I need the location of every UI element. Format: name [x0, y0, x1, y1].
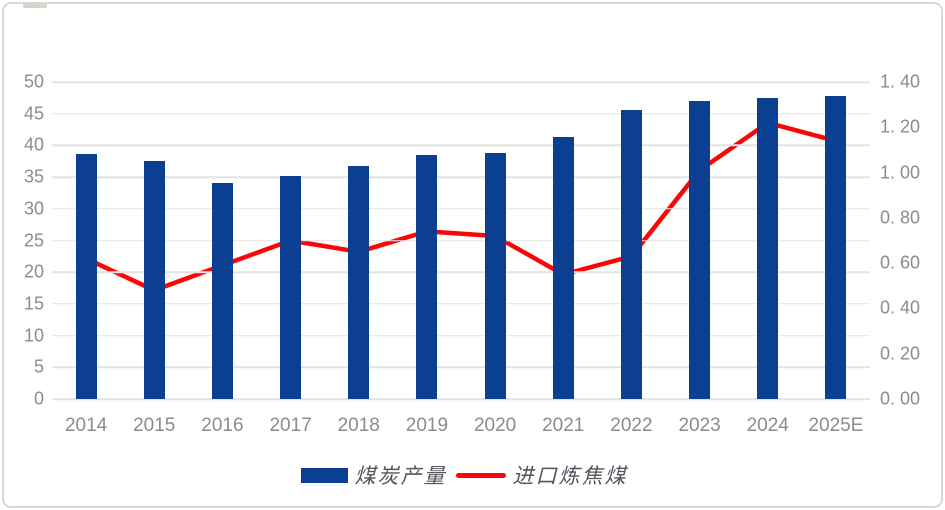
top-border-artifact	[23, 4, 47, 8]
left-axis-tick: 15	[23, 293, 44, 314]
x-axis: 2014 2015 2016 2017 2018 2019 2020 2021 2022 2023…	[52, 415, 870, 439]
right-axis-tick: 0. 00	[880, 388, 921, 409]
bar	[75, 153, 97, 399]
bar	[689, 101, 711, 399]
right-axis-tick: 0. 80	[880, 207, 921, 228]
gridline	[52, 398, 870, 400]
right-axis-tick: 1. 20	[880, 116, 921, 137]
left-axis-tick: 10	[23, 325, 44, 346]
left-axis-tick: 30	[23, 198, 44, 219]
gridline	[52, 366, 870, 369]
right-axis-tick: 0. 20	[880, 343, 921, 364]
gridline	[52, 303, 870, 305]
left-axis-tick: 40	[23, 134, 44, 155]
gridline	[52, 208, 870, 210]
x-axis-label: 2015	[133, 415, 176, 436]
left-axis-tick: 20	[23, 261, 44, 282]
bar	[211, 182, 233, 399]
legend-line-label: 进口炼焦煤	[512, 464, 628, 488]
x-axis-label: 2025E	[808, 415, 864, 436]
left-axis-tick: 0	[33, 388, 44, 409]
x-axis-label: 2016	[201, 415, 244, 436]
x-axis-label: 2020	[473, 415, 517, 436]
right-axis-tick: 1. 00	[880, 162, 921, 183]
x-axis-label: 2017	[269, 415, 312, 436]
x-axis-label: 2023	[678, 415, 721, 436]
left-axis-tick: 25	[23, 230, 44, 250]
x-axis-label: 2022	[610, 415, 653, 436]
legend-line-swatch	[455, 472, 506, 478]
right-axis-tick: 0. 60	[880, 252, 921, 273]
gridline	[52, 334, 870, 337]
plot-area	[52, 81, 870, 400]
right-axis-tick: 1. 40	[880, 71, 921, 92]
bar	[280, 175, 302, 399]
gridline	[52, 176, 870, 178]
left-axis-tick: 5	[33, 356, 44, 377]
x-axis-label: 2024	[746, 415, 789, 436]
gridline	[52, 81, 870, 83]
left-axis-tick: 45	[23, 103, 44, 124]
bar	[552, 137, 574, 399]
legend: 煤炭产量 进口炼焦煤	[4, 460, 924, 490]
left-axis: 50 45 40 35 30 25 20 15 10 5 0	[4, 72, 44, 409]
right-axis-tick: 0. 40	[880, 297, 921, 318]
gridline	[52, 239, 870, 242]
gridline	[52, 144, 870, 147]
legend-bar-swatch	[300, 467, 348, 483]
bar	[348, 165, 370, 399]
gridline	[52, 112, 870, 115]
bar	[620, 109, 642, 399]
x-axis-label: 2019	[405, 415, 449, 436]
bar	[757, 97, 779, 399]
x-axis-label: 2021	[542, 415, 585, 436]
left-axis-tick: 35	[23, 166, 44, 187]
right-axis: 1. 40 1. 20 1. 00 0. 80 0. 60 0. 40 0. 20 0. 00	[880, 72, 941, 409]
legend-bar-label: 煤炭产量	[354, 464, 447, 488]
x-axis-label: 2018	[337, 415, 380, 436]
bar	[416, 154, 438, 399]
bar	[825, 95, 847, 399]
bar	[484, 153, 506, 399]
x-axis-label: 2014	[64, 415, 108, 436]
line-chart-svg	[83, 120, 839, 293]
gridline	[52, 271, 870, 273]
left-axis-tick: 50	[23, 71, 44, 92]
line-series	[83, 120, 839, 293]
bar	[143, 161, 165, 399]
